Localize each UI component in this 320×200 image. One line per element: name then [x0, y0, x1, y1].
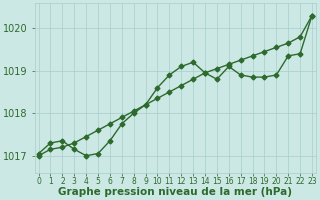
X-axis label: Graphe pression niveau de la mer (hPa): Graphe pression niveau de la mer (hPa) — [58, 187, 292, 197]
